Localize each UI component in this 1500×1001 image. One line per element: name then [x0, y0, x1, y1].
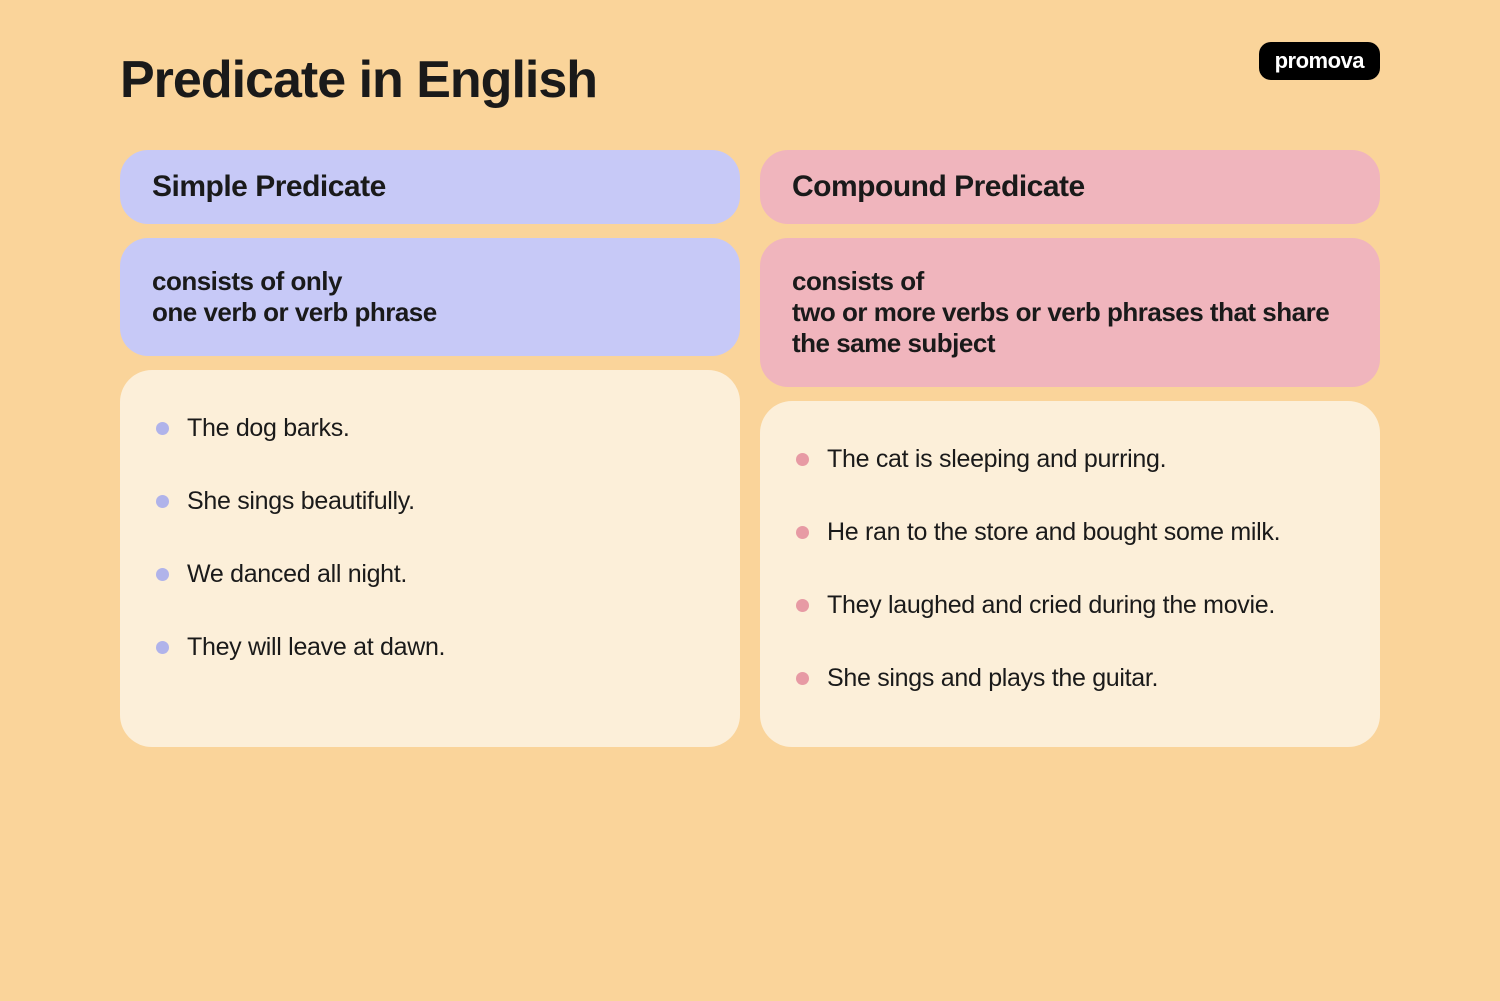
simple-desc-intro: consists of only	[152, 266, 708, 297]
brand-logo: promova	[1259, 42, 1380, 80]
compound-column: Compound Predicate consists of two or mo…	[760, 150, 1380, 747]
list-item: We danced all night.	[156, 560, 704, 589]
compound-desc-intro: consists of	[792, 266, 1348, 297]
simple-desc-bold: one verb or verb phrase	[152, 297, 708, 328]
list-item: They will leave at dawn.	[156, 633, 704, 662]
bullet-icon	[796, 599, 809, 612]
bullet-icon	[796, 453, 809, 466]
example-text: They laughed and cried during the movie.	[827, 591, 1275, 620]
list-item: She sings and plays the guitar.	[796, 664, 1344, 693]
compound-examples-card: The cat is sleeping and purring. He ran …	[760, 401, 1380, 747]
list-item: She sings beautifully.	[156, 487, 704, 516]
compound-desc-bold: two or more verbs or verb phrases that s…	[792, 297, 1348, 359]
simple-column: Simple Predicate consists of only one ve…	[120, 150, 740, 747]
example-text: We danced all night.	[187, 560, 407, 589]
bullet-icon	[156, 422, 169, 435]
bullet-icon	[156, 495, 169, 508]
example-text: She sings and plays the guitar.	[827, 664, 1158, 693]
simple-examples-card: The dog barks. She sings beautifully. We…	[120, 370, 740, 747]
list-item: They laughed and cried during the movie.	[796, 591, 1344, 620]
simple-heading: Simple Predicate	[152, 170, 708, 204]
bullet-icon	[796, 526, 809, 539]
compound-heading: Compound Predicate	[792, 170, 1348, 204]
list-item: He ran to the store and bought some milk…	[796, 518, 1344, 547]
bullet-icon	[156, 641, 169, 654]
compound-header-card: Compound Predicate	[760, 150, 1380, 224]
bullet-icon	[796, 672, 809, 685]
example-text: They will leave at dawn.	[187, 633, 445, 662]
list-item: The dog barks.	[156, 414, 704, 443]
simple-desc-card: consists of only one verb or verb phrase	[120, 238, 740, 356]
example-text: The dog barks.	[187, 414, 350, 443]
example-text: She sings beautifully.	[187, 487, 415, 516]
example-text: The cat is sleeping and purring.	[827, 445, 1166, 474]
list-item: The cat is sleeping and purring.	[796, 445, 1344, 474]
simple-header-card: Simple Predicate	[120, 150, 740, 224]
bullet-icon	[156, 568, 169, 581]
columns-container: Simple Predicate consists of only one ve…	[120, 150, 1380, 747]
example-text: He ran to the store and bought some milk…	[827, 518, 1280, 547]
page-title: Predicate in English	[120, 50, 1380, 110]
compound-desc-card: consists of two or more verbs or verb ph…	[760, 238, 1380, 387]
